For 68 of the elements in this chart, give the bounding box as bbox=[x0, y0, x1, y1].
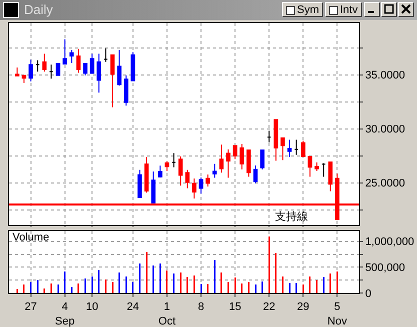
y-tick-label: 35.0000 bbox=[365, 70, 405, 82]
x-tick-label: 24 bbox=[126, 301, 140, 314]
candlestick bbox=[206, 174, 210, 187]
text: Intv bbox=[325, 2, 362, 17]
text: Sym bbox=[282, 2, 323, 17]
candlestick bbox=[260, 150, 264, 170]
ref-line-label: 支持線 bbox=[275, 210, 308, 223]
candlestick bbox=[321, 162, 326, 178]
candlestick bbox=[69, 50, 74, 64]
candlestick bbox=[83, 63, 88, 76]
candlestick bbox=[246, 150, 251, 178]
x-tick-label: 8 bbox=[198, 301, 204, 314]
candlestick bbox=[328, 162, 333, 192]
y-tick-label: 500,000 bbox=[365, 262, 405, 274]
candlestick bbox=[104, 48, 108, 62]
candlestick bbox=[15, 67, 20, 76]
chart-title: Daily bbox=[24, 2, 53, 17]
candlestick bbox=[232, 145, 238, 160]
x-tick-label: 5 Nov bbox=[327, 301, 348, 327]
candlestick bbox=[253, 164, 258, 184]
candlestick bbox=[76, 48, 81, 74]
y-tick-label: 30.0000 bbox=[365, 124, 405, 136]
candlestick bbox=[96, 53, 102, 94]
candlestick bbox=[178, 156, 183, 186]
candlestick bbox=[158, 165, 162, 178]
y-tick-label: 0 bbox=[365, 288, 372, 300]
x-tick-label: 4 Sep bbox=[55, 301, 75, 327]
candlestick bbox=[198, 176, 204, 194]
candlestick bbox=[308, 156, 312, 178]
candlestick bbox=[124, 74, 128, 106]
candlestick bbox=[164, 160, 170, 172]
chart-title: Volume bbox=[12, 232, 50, 244]
candlestick bbox=[274, 119, 278, 162]
candlestick bbox=[49, 64, 54, 80]
candlestick bbox=[151, 171, 156, 204]
candlestick bbox=[144, 156, 149, 194]
candlestick bbox=[110, 54, 115, 108]
candlestick bbox=[117, 50, 122, 86]
candlestick bbox=[240, 143, 244, 170]
y-tick-label: 1,000,000 bbox=[365, 236, 414, 248]
x-tick-label: 1 Oct bbox=[158, 301, 176, 327]
candlestick bbox=[287, 139, 292, 158]
candlestick bbox=[226, 148, 230, 178]
candlestick bbox=[294, 139, 299, 156]
candlestick bbox=[266, 130, 272, 143]
candlestick bbox=[212, 163, 217, 178]
x-tick-label: 15 bbox=[228, 301, 242, 314]
x-tick-label: 10 bbox=[86, 301, 98, 314]
candlestick bbox=[192, 178, 196, 200]
x-tick-label: 22 bbox=[262, 301, 276, 314]
candlestick bbox=[172, 152, 176, 168]
x-tick-label: 29 bbox=[297, 301, 310, 314]
candlestick bbox=[62, 38, 67, 65]
candlestick bbox=[56, 63, 60, 76]
candlestick bbox=[219, 144, 224, 174]
candlestick bbox=[22, 74, 26, 84]
y-tick-label: 25.0000 bbox=[365, 178, 405, 190]
candlestick bbox=[280, 137, 285, 161]
candlestick bbox=[185, 169, 190, 189]
candlestick bbox=[138, 169, 142, 198]
candlestick bbox=[301, 140, 306, 158]
x-tick-label: 27 bbox=[24, 301, 37, 314]
candlestick bbox=[90, 53, 94, 74]
candlestick bbox=[42, 53, 47, 72]
candlestick bbox=[35, 60, 40, 72]
candlestick bbox=[28, 59, 33, 82]
candlestick bbox=[314, 162, 319, 172]
candlestick bbox=[130, 52, 136, 82]
